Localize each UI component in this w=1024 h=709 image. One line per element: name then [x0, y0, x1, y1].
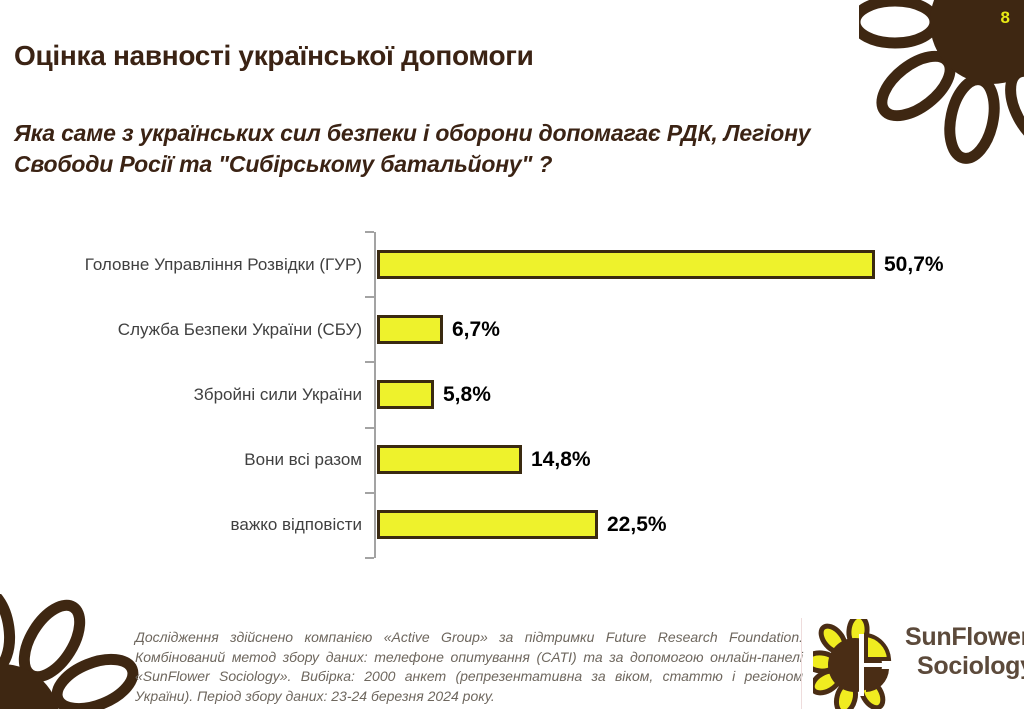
- category-axis: [365, 231, 376, 559]
- logo-line2: Sociology: [917, 652, 1024, 680]
- chart-row: Служба Безпеки України (СБУ) 6,7%: [0, 297, 1010, 362]
- axis-tick: [365, 231, 374, 233]
- logo-text: SunFlower Sociology: [905, 623, 1024, 681]
- chart-row: Збройні сили України 5,8%: [0, 362, 1010, 427]
- bar-wrapper: 5,8%: [377, 362, 491, 427]
- sunflower-logo-icon: [813, 619, 892, 709]
- chart-row: Вони всі разом 14,8%: [0, 427, 1010, 492]
- chart-rows: Головне Управління Розвідки (ГУР) 50,7% …: [0, 232, 1010, 557]
- value-label: 50,7%: [884, 252, 944, 276]
- logo-line1: SunFlower: [905, 623, 1024, 651]
- value-label: 6,7%: [452, 317, 500, 341]
- slide-title: Оцінка навності української допомоги: [14, 40, 534, 71]
- bar-wrapper: 6,7%: [377, 297, 500, 362]
- bar: [377, 445, 522, 474]
- value-label: 5,8%: [443, 382, 491, 406]
- value-label: 14,8%: [531, 447, 591, 471]
- value-label: 22,5%: [607, 512, 667, 536]
- bar: [377, 380, 434, 409]
- sunflower-sociology-logo: SunFlower Sociology: [813, 617, 1024, 709]
- bar-wrapper: 22,5%: [377, 492, 667, 557]
- bar-wrapper: 14,8%: [377, 427, 591, 492]
- axis-tick: [365, 491, 374, 494]
- survey-question: Яка саме з українських сил безпеки і обо…: [14, 120, 811, 177]
- category-label: Вони всі разом: [244, 449, 362, 469]
- bar-wrapper: 50,7%: [377, 232, 944, 297]
- page-number: 8: [1000, 8, 1010, 27]
- methodology-note: Дослідження здійснено компанією «Active …: [135, 629, 803, 704]
- category-label: Збройні сили України: [193, 384, 362, 404]
- axis-tick: [365, 426, 374, 429]
- bar: [377, 510, 598, 539]
- bar-chart: Головне Управління Розвідки (ГУР) 50,7% …: [0, 230, 1010, 560]
- axis-tick: [365, 557, 374, 559]
- sunflower-decoration-bottom-left-icon: [0, 594, 139, 709]
- bar: [377, 315, 443, 344]
- bar: [377, 250, 875, 279]
- axis-tick: [365, 296, 374, 299]
- footer-divider: [801, 618, 802, 709]
- category-label: Головне Управління Розвідки (ГУР): [84, 254, 362, 274]
- axis-tick: [365, 361, 374, 364]
- chart-row: важко відповісти 22,5%: [0, 492, 1010, 557]
- category-label: важко відповісти: [230, 514, 362, 534]
- chart-row: Головне Управління Розвідки (ГУР) 50,7%: [0, 232, 1010, 297]
- category-label: Служба Безпеки України (СБУ): [117, 319, 362, 339]
